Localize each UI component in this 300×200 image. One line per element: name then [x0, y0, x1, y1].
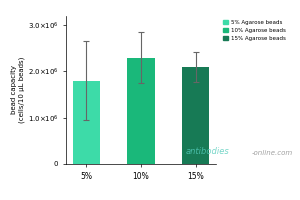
Bar [128, 58, 154, 164]
Bar [73, 81, 100, 164]
Text: antibodies: antibodies [186, 147, 230, 156]
Text: -online.com: -online.com [252, 150, 293, 156]
Legend: 5% Agarose beads, 10% Agarose beads, 15% Agarose beads: 5% Agarose beads, 10% Agarose beads, 15%… [222, 19, 287, 42]
Bar [182, 67, 209, 164]
Y-axis label: bead capacity
(cells/10 µL beads): bead capacity (cells/10 µL beads) [11, 57, 25, 123]
